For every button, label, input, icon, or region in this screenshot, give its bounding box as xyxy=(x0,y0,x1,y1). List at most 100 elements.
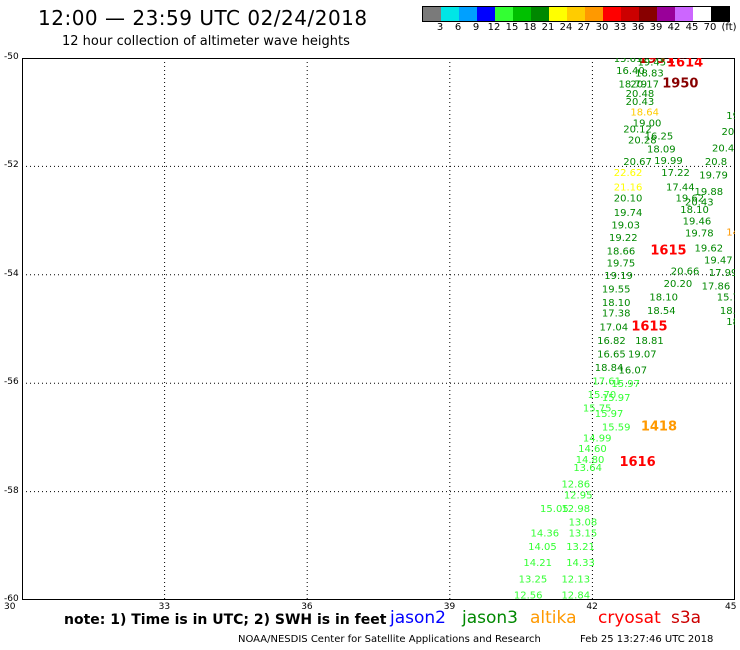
wave-height-label: 19.62 xyxy=(695,244,724,255)
wave-height-label: 13.15 xyxy=(569,528,598,539)
units-note: note: 1) Time is in UTC; 2) SWH is in fe… xyxy=(64,612,387,628)
wave-height-label: 20.43 xyxy=(626,97,655,108)
wave-height-label: 20 xyxy=(722,127,735,138)
wave-height-label: 16.82 xyxy=(597,336,626,347)
wave-height-label: 18.79 xyxy=(618,79,647,90)
wave-height-label: 20.28 xyxy=(628,135,657,146)
wave-height-label: 15.75 xyxy=(583,404,612,415)
satellite-legend-altika: altika xyxy=(530,608,577,628)
wave-height-label: 19.62 xyxy=(676,193,705,204)
scale-label: 70 xyxy=(703,22,717,33)
wave-height-label: 20.66 xyxy=(671,266,700,277)
wave-height-label: 12.84 xyxy=(561,591,590,600)
scale-swatch xyxy=(657,7,675,21)
wave-height-label: 20.8 xyxy=(705,157,727,168)
credit-text: NOAA/NESDIS Center for Satellite Applica… xyxy=(238,634,541,645)
wave-height-label: 1615 xyxy=(650,243,686,258)
wave-height-label: 18.09 xyxy=(647,145,676,156)
scale-swatch xyxy=(585,7,603,21)
wave-height-label: 19.22 xyxy=(609,233,638,244)
wave-height-label: 1614 xyxy=(667,58,703,70)
wave-height-label: 19.19 xyxy=(604,271,633,282)
wave-height-label: 18.83 xyxy=(635,69,664,80)
scale-label: 36 xyxy=(631,22,645,33)
wave-height-label: 15.97 xyxy=(595,409,624,420)
scale-swatch xyxy=(603,7,621,21)
wave-height-label: 16.25 xyxy=(645,132,674,143)
satellite-legend-s3a: s3a xyxy=(671,608,702,628)
y-tick-label: -54 xyxy=(4,268,19,279)
wave-height-label: 19.45 xyxy=(637,58,666,68)
wave-height-label: 17.04 xyxy=(599,322,628,333)
scale-unit: (ft) xyxy=(721,22,737,33)
scale-label: 6 xyxy=(454,22,462,33)
y-tick-label: -56 xyxy=(4,377,19,388)
wave-height-label: 19.79 xyxy=(699,171,728,182)
wave-height-label: 14.33 xyxy=(566,558,595,569)
wave-height-label: 14.99 xyxy=(583,433,612,444)
wave-height-label: 19.03 xyxy=(611,220,640,231)
wave-height-label: 20.10 xyxy=(614,193,643,204)
scale-label: 18 xyxy=(523,22,537,33)
wave-height-label: 12.13 xyxy=(561,574,590,585)
scale-swatch xyxy=(675,7,693,21)
scale-swatch xyxy=(639,7,657,21)
x-tick-label: 39 xyxy=(443,602,456,612)
scale-swatch xyxy=(621,7,639,21)
scale-label: 9 xyxy=(472,22,480,33)
scale-swatch xyxy=(423,7,441,21)
wave-height-label: 18 xyxy=(726,317,735,328)
y-tick-label: -50 xyxy=(4,52,19,62)
wave-height-label: 1951 xyxy=(638,58,674,67)
wave-height-label: 22.62 xyxy=(614,168,643,179)
scale-swatch xyxy=(459,7,477,21)
wave-height-label: 15.97 xyxy=(611,379,640,390)
satellite-legend-jason3: jason3 xyxy=(462,608,518,628)
wave-height-label: 15.70 xyxy=(588,390,617,401)
wave-height-label: 19.88 xyxy=(695,187,724,198)
scale-swatch xyxy=(711,7,729,21)
plot-frame xyxy=(22,58,735,600)
scale-label: 45 xyxy=(685,22,699,33)
wave-height-label: 13.25 xyxy=(519,574,548,585)
satellite-legend-cryosat: cryosat xyxy=(598,608,661,628)
wave-height-label: 13.21 xyxy=(566,542,595,553)
scale-swatch xyxy=(441,7,459,21)
wave-height-label: 14.60 xyxy=(578,444,607,455)
scale-label: 15 xyxy=(505,22,519,33)
scale-label: 33 xyxy=(613,22,627,33)
wave-height-label: 20.4 xyxy=(712,143,734,154)
wave-height-label: 19.75 xyxy=(607,258,636,269)
wave-height-label: 19.99 xyxy=(654,156,683,167)
wave-height-label: 16.07 xyxy=(618,366,647,377)
x-tick-label: 42 xyxy=(586,602,598,612)
map-subtitle: 12 hour collection of altimeter wave hei… xyxy=(62,34,350,49)
color-scale-labels: 3 6 9 12 15 18 21 24 27 30 33 36 39 42 45 70 (ft) xyxy=(0,0,740,40)
wave-height-label: 20.12 xyxy=(623,124,652,135)
wave-height-label: 20.20 xyxy=(664,279,693,290)
scale-label: 12 xyxy=(487,22,501,33)
wave-height-label: 16.40 xyxy=(616,66,645,77)
x-tick-label: 33 xyxy=(158,602,171,612)
wave-height-label: 14.36 xyxy=(531,528,560,539)
scale-label: 30 xyxy=(595,22,609,33)
wave-height-label: 17.22 xyxy=(661,168,690,179)
wave-height-label: 17.38 xyxy=(602,309,631,320)
wave-height-label: 19.55 xyxy=(602,284,631,295)
x-tick-label: 36 xyxy=(301,602,313,612)
wave-height-label: 13.08 xyxy=(569,517,598,528)
x-tick-label: 45 xyxy=(725,602,737,612)
wave-height-label: 17.86 xyxy=(702,282,731,293)
wave-height-label: 18.10 xyxy=(680,205,709,216)
wave-height-label: 17.44 xyxy=(666,182,695,193)
y-tick-label: -52 xyxy=(4,160,19,171)
map-plot-area[interactable]: 15.61 1951 19.45 1614 16.40 18.83 18.79 20.17 19… xyxy=(22,58,735,600)
wave-height-label: 12.56 xyxy=(514,591,543,600)
x-tick-label: 30 xyxy=(4,602,16,612)
wave-height-label: 12.86 xyxy=(561,479,590,490)
wave-height-label: 19.00 xyxy=(633,118,662,129)
satellite-legend-jason2: jason2 xyxy=(390,608,446,628)
scale-swatch xyxy=(549,7,567,21)
scale-label: 39 xyxy=(649,22,663,33)
